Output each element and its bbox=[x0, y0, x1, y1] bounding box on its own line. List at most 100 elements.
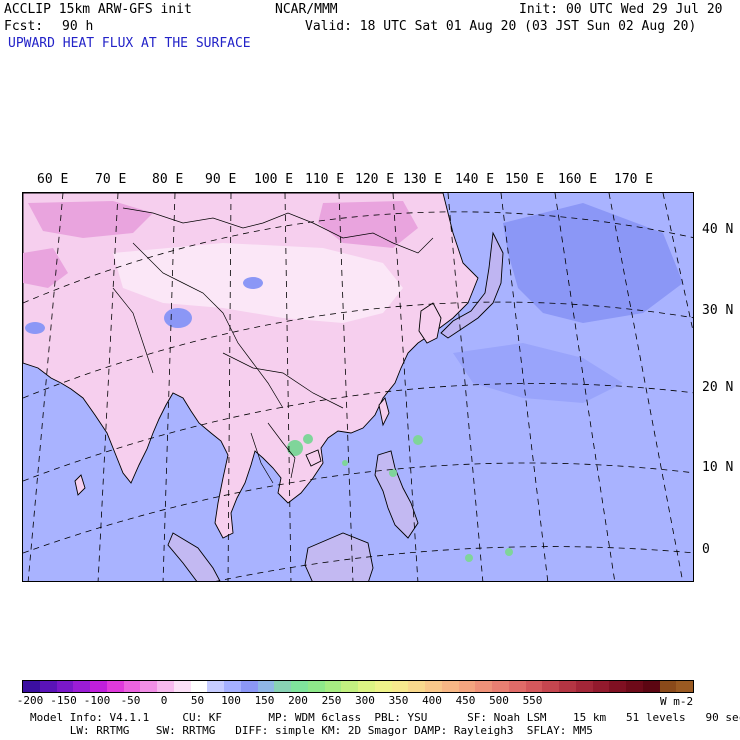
colorbar-swatch bbox=[609, 681, 626, 692]
lon-label: 110 E bbox=[305, 172, 345, 187]
colorbar-swatch bbox=[492, 681, 509, 692]
colorbar-swatch bbox=[341, 681, 358, 692]
land-hainan bbox=[305, 449, 322, 467]
colorbar-swatch bbox=[425, 681, 442, 692]
colorbar-swatch bbox=[123, 681, 141, 692]
field-title: UPWARD HEAT FLUX AT THE SURFACE bbox=[8, 36, 251, 51]
flux-cell bbox=[303, 434, 313, 444]
colorbar-units: W m-2 bbox=[660, 695, 694, 708]
country-borders bbox=[112, 207, 434, 484]
colorbar-swatch bbox=[659, 681, 677, 692]
colorbar-swatch bbox=[408, 681, 425, 692]
flux-cell bbox=[389, 469, 397, 477]
colorbar-swatch bbox=[324, 681, 342, 692]
model-title: ACCLIP 15km ARW-GFS init bbox=[4, 2, 192, 17]
colorbar-swatch bbox=[190, 681, 208, 692]
colorbar-tick-label: 300 bbox=[355, 694, 375, 707]
colorbar-swatch bbox=[73, 681, 90, 692]
forecast-label: Fcst: bbox=[4, 19, 44, 34]
org-label: NCAR/MMM bbox=[275, 2, 338, 17]
flux-cell bbox=[505, 548, 513, 556]
lat-label: 0 bbox=[702, 542, 710, 557]
lat-label: 10 N bbox=[702, 460, 734, 475]
land-cool-patch bbox=[164, 308, 192, 328]
colorbar-swatch bbox=[475, 681, 492, 692]
colorbar-swatch bbox=[542, 681, 559, 692]
colorbar-swatch bbox=[575, 681, 593, 692]
lon-label: 170 E bbox=[614, 172, 654, 187]
land-philippines bbox=[374, 450, 419, 539]
lat-label: 30 N bbox=[702, 303, 734, 318]
land-cool-patch bbox=[25, 322, 45, 334]
land-sri-lanka bbox=[74, 474, 86, 496]
colorbar-swatch bbox=[207, 681, 224, 692]
colorbar-tick-label: 400 bbox=[422, 694, 442, 707]
lon-label: 130 E bbox=[403, 172, 443, 187]
colorbar-tick-label: 100 bbox=[221, 694, 241, 707]
flux-map bbox=[23, 193, 693, 581]
colorbar-swatch bbox=[391, 681, 409, 692]
colorbar-swatch bbox=[441, 681, 459, 692]
colorbar-tick-label: 200 bbox=[288, 694, 308, 707]
land-hot-patch bbox=[28, 201, 153, 238]
colorbar-tick-label: -150 bbox=[50, 694, 77, 707]
land-japan bbox=[440, 231, 504, 339]
colorbar-swatch bbox=[291, 681, 308, 692]
colorbar-swatch bbox=[240, 681, 258, 692]
colorbar-tick-label: -200 bbox=[16, 694, 44, 707]
flux-cell bbox=[465, 554, 473, 562]
valid-time: Valid: 18 UTC Sat 01 Aug 20 (03 JST Sun … bbox=[305, 19, 697, 34]
lat-label: 20 N bbox=[702, 380, 734, 395]
lon-label: 150 E bbox=[505, 172, 545, 187]
colorbar-tick-label: 350 bbox=[388, 694, 409, 707]
init-time: Init: 00 UTC Wed 29 Jul 20 bbox=[519, 2, 723, 17]
ocean-cool-region bbox=[503, 203, 683, 323]
colorbar-tick-label: 0 bbox=[160, 694, 168, 707]
colorbar-swatch bbox=[39, 681, 57, 692]
land-borneo bbox=[304, 532, 374, 581]
lon-label: 160 E bbox=[558, 172, 598, 187]
footer-model-info: Model Info: V4.1.1 CU: KF MP: WDM 6class… bbox=[30, 711, 740, 724]
colorbar-swatch bbox=[626, 681, 643, 692]
land-hot-patch bbox=[23, 248, 68, 288]
colorbar-tick-label: 250 bbox=[321, 694, 342, 707]
land-sumatra bbox=[167, 532, 221, 581]
colorbar-tick-label: -100 bbox=[83, 694, 111, 707]
lon-label: 140 E bbox=[455, 172, 495, 187]
colorbar-swatch bbox=[307, 681, 325, 692]
colorbar-tick-label: 150 bbox=[254, 694, 275, 707]
lat-label: 40 N bbox=[702, 222, 734, 237]
colorbar bbox=[22, 680, 694, 693]
colorbar-swatch bbox=[274, 681, 291, 692]
colorbar-swatch bbox=[90, 681, 107, 692]
lon-label: 80 E bbox=[152, 172, 184, 187]
colorbar-swatch bbox=[374, 681, 392, 692]
lon-label: 60 E bbox=[37, 172, 69, 187]
colorbar-swatch bbox=[56, 681, 74, 692]
colorbar-swatch bbox=[458, 681, 476, 692]
colorbar-tick-label: 450 bbox=[455, 694, 476, 707]
colorbar-swatch bbox=[358, 681, 375, 692]
flux-cell bbox=[287, 440, 303, 456]
colorbar-swatch bbox=[106, 681, 124, 692]
colorbar-swatch bbox=[508, 681, 526, 692]
lon-label: 90 E bbox=[205, 172, 237, 187]
land-hot-patch bbox=[318, 201, 418, 248]
land-korea bbox=[418, 302, 442, 344]
footer-physics-info: LW: RRTMG SW: RRTMG DIFF: simple KM: 2D … bbox=[30, 724, 593, 737]
colorbar-swatch bbox=[157, 681, 174, 692]
map-panel[interactable] bbox=[22, 192, 694, 582]
colorbar-swatch bbox=[173, 681, 191, 692]
colorbar-swatch bbox=[140, 681, 157, 692]
colorbar-swatch bbox=[257, 681, 275, 692]
land-taiwan bbox=[378, 397, 390, 427]
colorbar-swatch bbox=[23, 681, 40, 692]
forecast-hours: 90 h bbox=[62, 19, 94, 34]
colorbar-swatch bbox=[676, 681, 693, 692]
flux-cell bbox=[413, 435, 423, 445]
lon-label: 120 E bbox=[355, 172, 395, 187]
colorbar-tick-label: 550 bbox=[522, 694, 543, 707]
graticule bbox=[23, 193, 693, 581]
lon-label: 100 E bbox=[254, 172, 294, 187]
colorbar-swatch bbox=[224, 681, 241, 692]
